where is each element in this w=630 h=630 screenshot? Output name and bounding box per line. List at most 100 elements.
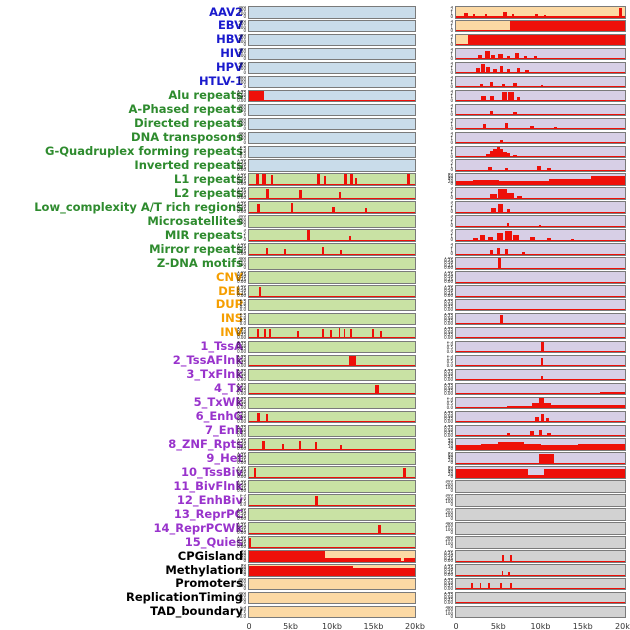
track-label: 7_Enh xyxy=(205,423,243,437)
y-tick-label: 0 xyxy=(450,251,453,256)
track-panel-right xyxy=(455,285,626,298)
y-axis-ticks: 300 200 100 0 xyxy=(222,578,246,591)
y-tick-label: 0.25 xyxy=(444,430,453,435)
y-tick-label: 0.00 xyxy=(237,432,246,437)
signal-baseline xyxy=(456,281,625,283)
signal-bar xyxy=(488,236,494,241)
signal-bar xyxy=(538,224,541,227)
y-tick-label: 1.00 xyxy=(444,298,453,302)
y-tick-label: 0.75 xyxy=(444,383,453,389)
signal-bar xyxy=(489,250,494,255)
signal-bar xyxy=(489,151,494,157)
signal-bar xyxy=(506,208,511,213)
signal-bar xyxy=(513,82,517,88)
signal-bar xyxy=(508,92,514,102)
y-tick-label: 0.25 xyxy=(237,402,246,408)
y-tick-label: 0.75 xyxy=(237,508,246,514)
signal-bar xyxy=(505,231,512,241)
signal-bar xyxy=(499,583,502,590)
track-panel-right xyxy=(455,6,626,19)
signal-bar xyxy=(535,416,539,423)
y-tick-label: 0.50 xyxy=(237,511,246,517)
y-tick-label: 0 xyxy=(243,572,246,577)
track-label: 2_TssAFlnk xyxy=(172,353,243,368)
y-axis-ticks: 1.00 0.75 0.50 0.25 0.00 xyxy=(429,425,453,438)
y-tick-label: 0 xyxy=(243,83,246,89)
y-axis-ticks: 1.00 0.75 0.50 0.25 0.00 xyxy=(222,480,246,493)
track-label: 11_BivFlnk xyxy=(173,478,243,493)
y-tick-label: 3 xyxy=(450,33,453,37)
track-panel-left xyxy=(248,550,416,563)
y-tick-label: 1.5 xyxy=(239,313,246,319)
track-label: 12_EnhBiv xyxy=(176,492,243,507)
y-tick-label: 0.50 xyxy=(444,371,453,377)
signal-bar xyxy=(498,53,504,60)
signal-bar xyxy=(506,55,511,60)
x-axis-label: 20kb xyxy=(405,621,425,630)
y-tick-label: 0.00 xyxy=(237,348,246,354)
signal-bar xyxy=(249,551,325,562)
signal-bar xyxy=(340,444,343,450)
y-axis-ticks: 80 60 40 20 0 xyxy=(222,550,246,563)
y-tick-label: 40 xyxy=(240,567,246,572)
y-axis-ticks: 1.5 1.0 0.5 0.0 xyxy=(429,341,453,354)
track-label: Promoters xyxy=(175,576,243,591)
y-tick-label: 0.00 xyxy=(237,404,246,410)
signal-baseline xyxy=(456,239,625,241)
track-label: MIR repeats xyxy=(164,227,243,242)
track-label: Z-DNA motifs xyxy=(156,255,243,270)
y-tick-label: 0 xyxy=(243,27,246,33)
y-tick-label: 1.0 xyxy=(446,397,453,403)
y-tick-label: 0.0 xyxy=(239,320,246,326)
signal-bar xyxy=(499,149,504,157)
y-tick-label: 0.50 xyxy=(237,204,246,210)
y-tick-label: 0 xyxy=(450,14,453,19)
signal-bar xyxy=(343,328,346,339)
signal-bar xyxy=(282,443,285,450)
signal-bar xyxy=(262,440,265,450)
signal-bar xyxy=(404,557,415,562)
y-tick-label: 300 xyxy=(238,47,246,51)
signal-bar xyxy=(355,177,357,185)
track-label: AAV2 xyxy=(209,4,243,19)
y-tick-label: 300 xyxy=(238,215,246,219)
track-panel-right xyxy=(455,466,626,479)
y-axis-ticks: 1.00 0.75 0.50 0.25 0.00 xyxy=(222,187,246,200)
y-tick-label: 0.50 xyxy=(237,427,246,433)
signal-baseline xyxy=(456,100,625,102)
signal-bar xyxy=(348,235,351,241)
signal-bar xyxy=(472,14,476,18)
signal-baseline xyxy=(249,476,415,478)
signal-bar xyxy=(548,178,592,185)
y-axis-ticks: 1.00 0.75 0.50 0.25 0.00 xyxy=(222,466,246,479)
y-tick-label: 100 xyxy=(238,24,246,30)
y-axis-ticks: 1.00 0.75 0.50 0.25 0.00 xyxy=(222,369,246,382)
y-tick-label: 1 xyxy=(243,233,246,239)
track-panel-left xyxy=(248,591,416,605)
signal-bar xyxy=(486,153,490,157)
y-tick-label: 0 xyxy=(450,41,453,47)
track-panel-left xyxy=(248,522,416,535)
y-tick-label: 0 xyxy=(450,125,453,131)
y-tick-label: 0.25 xyxy=(237,513,246,519)
signal-baseline xyxy=(456,337,625,339)
track-panel-left xyxy=(248,410,416,424)
y-axis-ticks: 1.00 0.75 0.50 0.25 0.00 xyxy=(429,550,453,563)
y-tick-label: 0.25 xyxy=(444,569,453,575)
track-label: 15_Quies xyxy=(184,534,243,549)
signal-bar xyxy=(540,341,544,353)
signal-bar xyxy=(484,51,490,60)
signal-bar xyxy=(499,314,503,325)
y-tick-label: 0.25 xyxy=(444,374,453,380)
y-tick-label: 0.50 xyxy=(444,427,453,433)
y-tick-label: 100 xyxy=(445,610,453,616)
y-axis-ticks: 1.00 0.75 0.50 0.25 0.00 xyxy=(222,383,246,396)
track-panel-right xyxy=(455,103,626,117)
signal-bar xyxy=(249,566,354,576)
y-tick-label: 0.00 xyxy=(444,334,453,340)
signal-bar xyxy=(530,236,536,241)
